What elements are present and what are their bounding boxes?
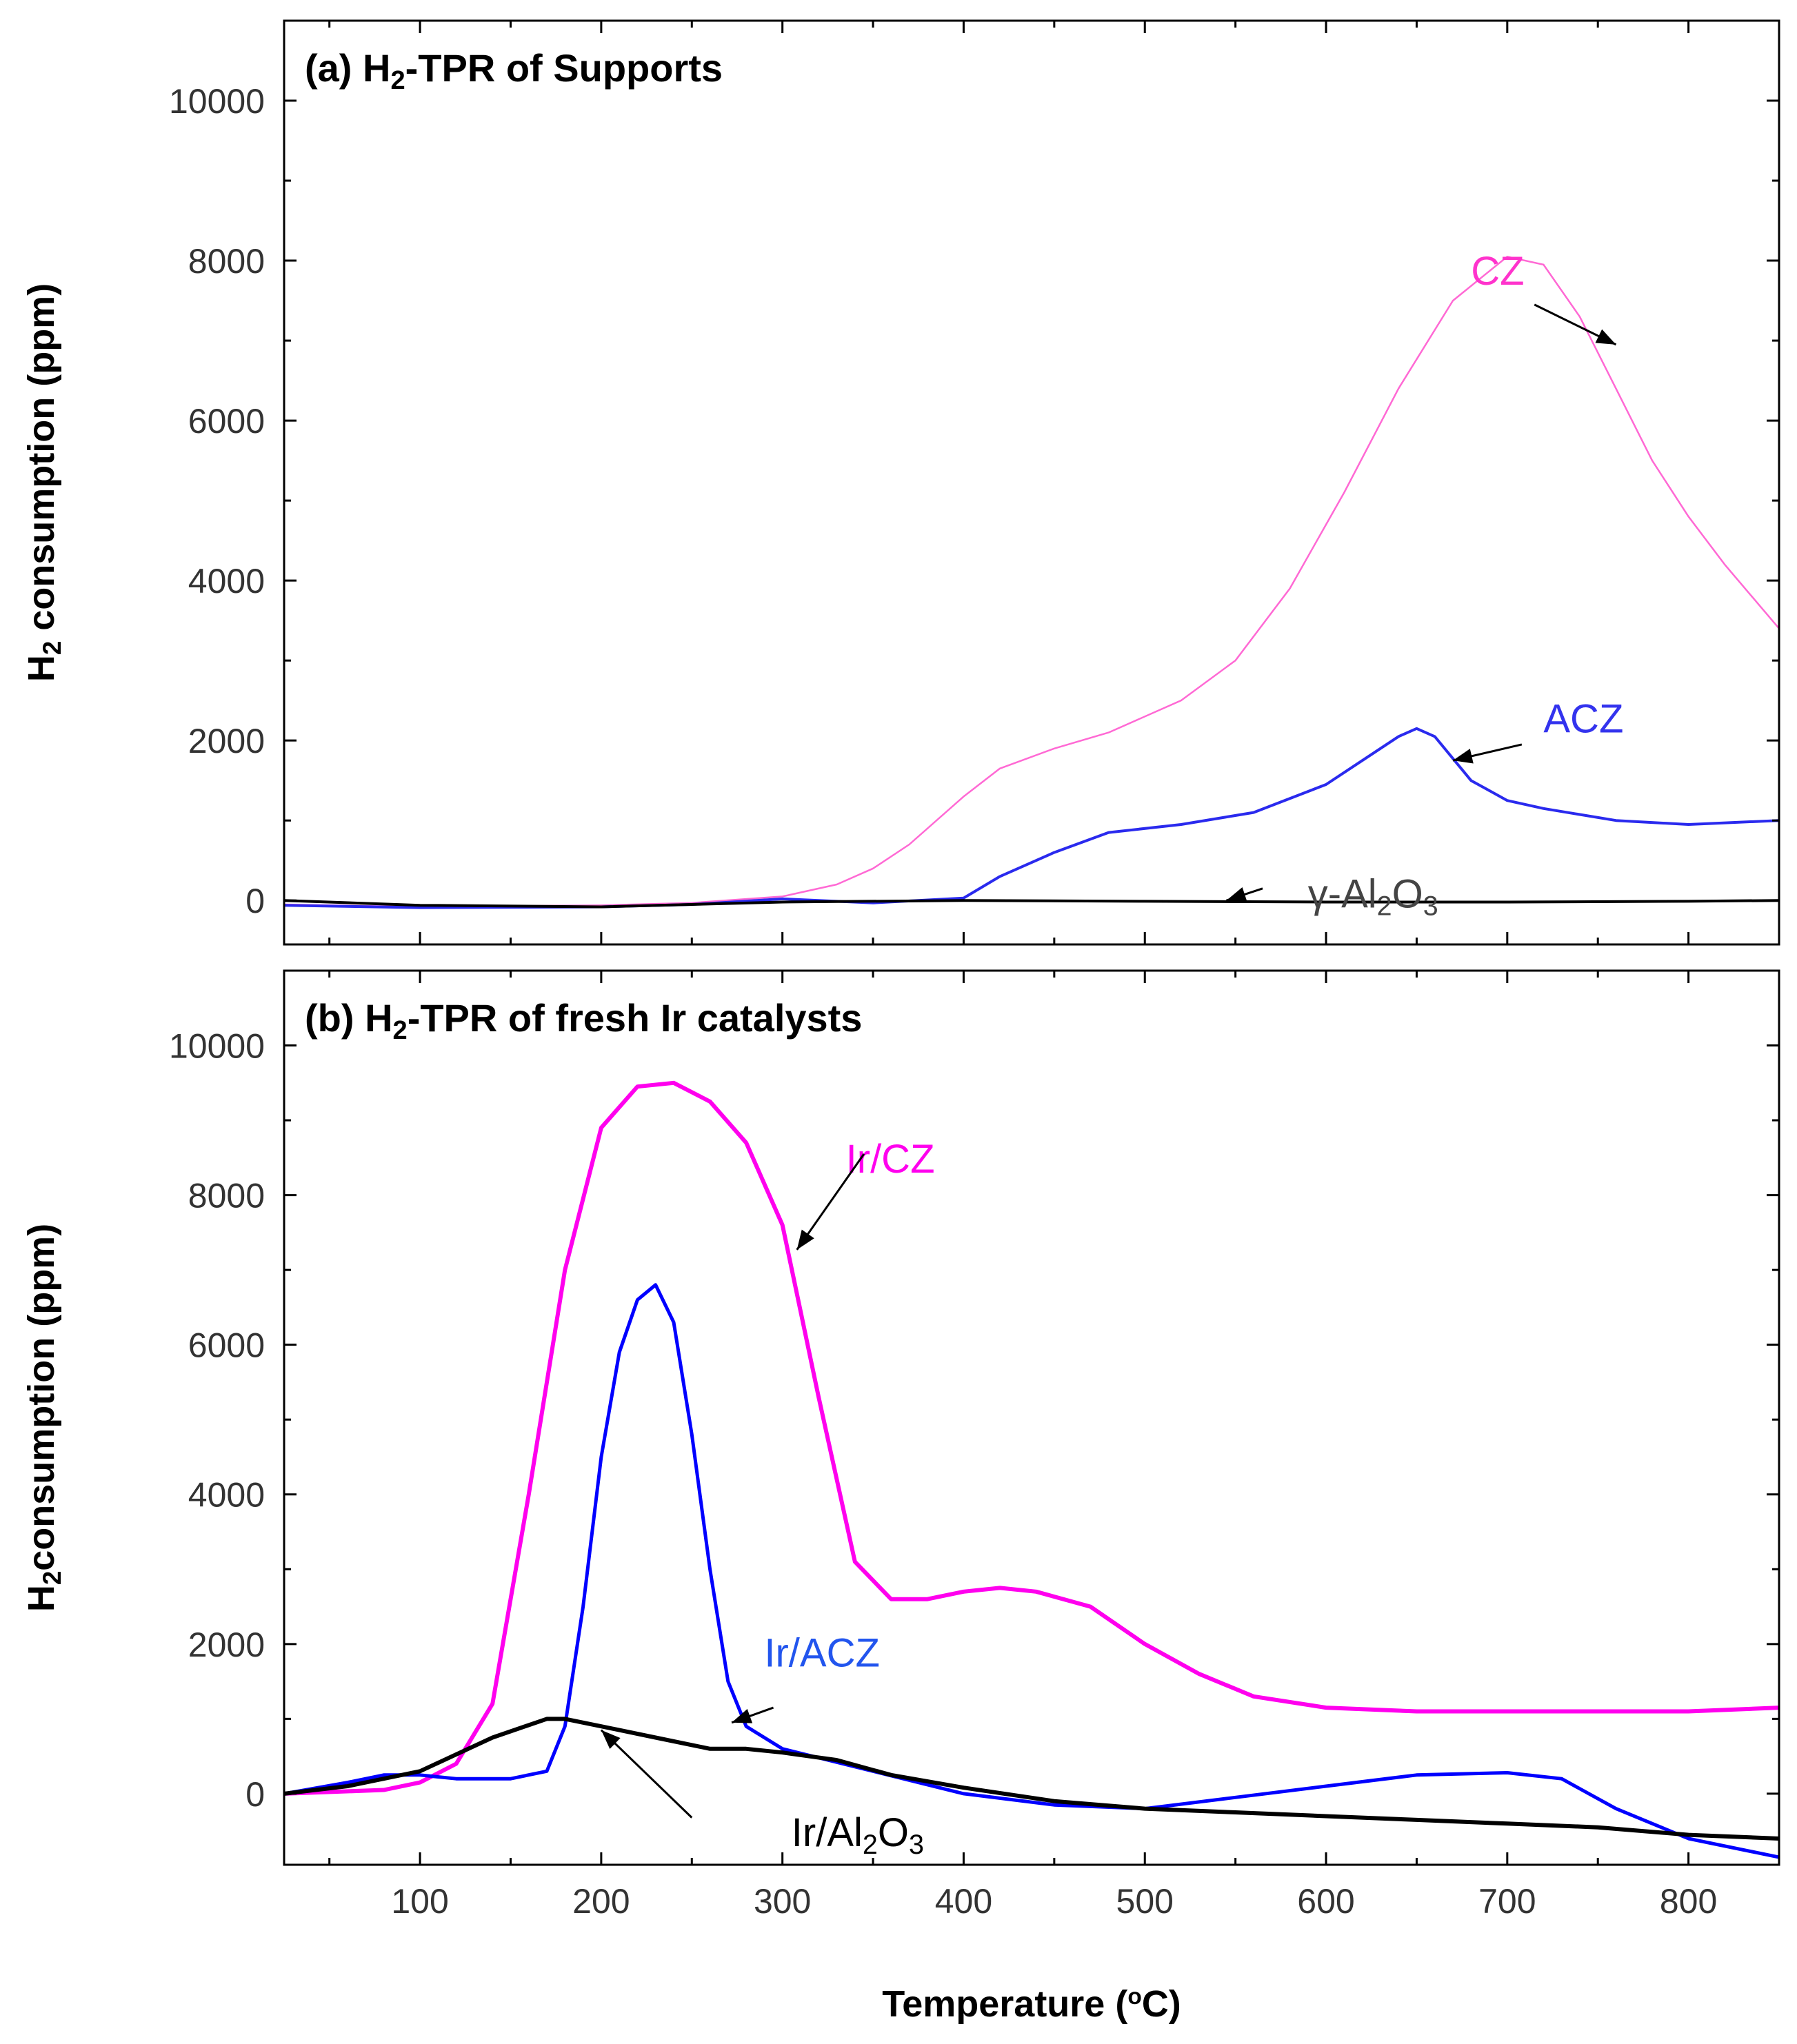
plot-frame-a [283,19,1780,946]
y-axis-label-b: H2consumption (ppm) [21,1224,66,1612]
panel-title-b-part: -TPR of fresh Ir catalysts [408,996,863,1040]
x-tick-label: 400 [935,1882,992,1921]
annotation-label-ir-al2o3: Ir/Al2O3 [792,1810,924,1860]
panel-title-a-part: -TPR of Supports [405,46,723,90]
series-line-cz [284,256,1779,908]
panel-title-b-part: (b) H [305,996,393,1040]
x-tick-label: 100 [391,1882,448,1921]
y-tick-label: 6000 [188,402,265,441]
y-axis-label-a-part: 2 [38,641,66,655]
annotation-label-al2o3-part: O [1392,872,1423,917]
y-axis-label-a-part: H [21,655,62,682]
annotation-label-cz: CZ [1471,249,1524,294]
annotation-arrowhead-acz [1452,749,1474,764]
x-axis-label-part: Temperature ( [882,1983,1127,2025]
x-tick-label: 500 [1116,1882,1174,1921]
y-tick-label: 0 [245,1775,265,1814]
y-tick-label: 2000 [188,1626,265,1664]
annotation-label-acz-part: ACZ [1543,697,1623,742]
y-axis-label-a: H2 consumption (ppm) [21,283,66,682]
panel-title-a-part: 2 [390,66,405,95]
y-tick-label: 8000 [188,242,265,281]
y-tick-label: 6000 [188,1326,265,1365]
annotation-label-acz: ACZ [1543,697,1623,742]
annotation-arrow-ir-cz [796,1153,865,1251]
y-axis-label-b-part: consumption (ppm) [21,1224,62,1571]
panel-title-b: (b) H2-TPR of fresh Ir catalysts [305,996,862,1045]
y-tick-label: 4000 [188,1476,265,1515]
annotation-arrowhead-ir-cz [796,1229,814,1250]
annotation-label-ir-al2o3-part: 3 [909,1830,924,1860]
series-line-acz [284,727,1779,909]
annotation-label-al2o3-part: 3 [1423,891,1438,922]
y-axis-label-b-part: H [21,1585,62,1612]
plot-frame-b [283,969,1780,1866]
annotation-arrowhead-al2o3 [1226,887,1247,902]
x-tick-label: 700 [1478,1882,1536,1921]
series-group-b [284,1080,1779,1859]
annotation-arrowhead-ir-al2o3 [601,1730,621,1750]
y-tick-label: 4000 [188,562,265,600]
annotation-arrowhead-ir-acz [732,1708,753,1723]
annotation-label-ir-al2o3-part: O [878,1810,909,1855]
annotation-label-cz-part: CZ [1471,249,1524,294]
annotation-label-al2o3-part: 2 [1377,891,1392,922]
series-line-al2o3 [284,899,1779,909]
x-tick-label: 200 [572,1882,630,1921]
x-tick-label: 600 [1297,1882,1354,1921]
annotation-label-ir-acz-part: Ir/ACZ [764,1630,880,1675]
annotation-arrow-ir-al2o3 [600,1729,693,1819]
y-tick-label: 8000 [188,1177,265,1215]
series-line-ir-cz [284,1080,1779,1796]
y-tick-label: 0 [245,882,265,920]
panel-title-a: (a) H2-TPR of Supports [305,46,723,95]
y-axis-label-a-part: consumption (ppm) [21,283,62,641]
annotation-label-al2o3: γ-Al2O3 [1308,872,1438,922]
x-axis-label-part: o [1127,1984,1141,2010]
annotation-label-ir-al2o3-part: 2 [863,1830,878,1860]
x-tick-label: 800 [1660,1882,1717,1921]
y-tick-label: 10000 [169,1027,265,1066]
y-tick-label: 2000 [188,722,265,760]
series-line-ir-acz [284,1283,1779,1859]
series-group-a [284,256,1779,909]
annotation-label-al2o3-part: γ-Al [1308,872,1377,917]
y-axis-label-b-part: 2 [38,1571,66,1585]
panel-b: 0 2000 4000 6000 8000 10000 100 200 300 400 500 600… [21,969,1780,2025]
x-axis-label: Temperature (oC) [882,1983,1181,2025]
x-axis-label-part: C) [1142,1983,1181,2025]
panel-title-a-part: (a) H [305,46,390,90]
series-line-ir-al2o3 [284,1717,1779,1841]
y-tick-label: 10000 [169,82,265,121]
x-tick-label: 300 [754,1882,811,1921]
annotation-label-ir-al2o3-part: Ir/Al [792,1810,863,1855]
annotation-arrowhead-cz [1595,329,1616,345]
panel-title-b-part: 2 [393,1016,408,1045]
annotation-label-ir-acz: Ir/ACZ [764,1630,880,1675]
